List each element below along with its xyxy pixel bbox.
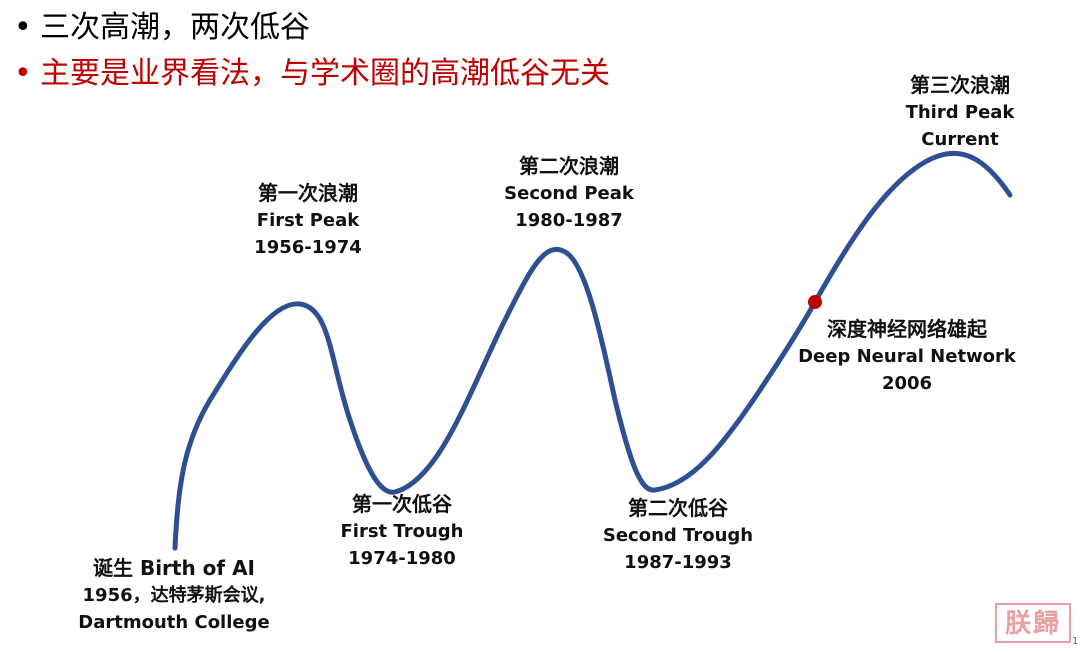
label-third-peak-zh: 第三次浪潮 <box>910 73 1010 97</box>
label-first-trough-zh: 第一次低谷 <box>352 492 452 516</box>
label-dnn-zh: 深度神经网络雄起 <box>827 317 987 341</box>
label-first-peak: 第一次浪潮 First Peak 1956-1974 <box>254 180 362 261</box>
bullet-line-1: • 三次高潮，两次低谷 <box>14 10 310 46</box>
label-second-peak-period: 1980-1987 <box>515 210 623 231</box>
label-dnn-period: 2006 <box>881 373 933 394</box>
label-third-peak: 第三次浪潮 Third Peak Current <box>906 72 1015 153</box>
label-birth: 诞生 Birth of AI 1956，达特茅斯会议, Dartmouth Co… <box>78 555 269 636</box>
label-second-trough: 第二次低谷 Second Trough 1987-1993 <box>603 495 753 576</box>
label-second-peak-en: Second Peak <box>504 183 634 204</box>
label-second-peak: 第二次浪潮 Second Peak 1980-1987 <box>504 153 634 234</box>
label-first-trough: 第一次低谷 First Trough 1974-1980 <box>341 491 464 572</box>
label-second-trough-zh: 第二次低谷 <box>627 496 728 520</box>
label-first-peak-zh: 第一次浪潮 <box>257 181 358 205</box>
label-second-trough-en: Second Trough <box>602 525 754 546</box>
label-birth-college: Dartmouth College <box>78 612 270 633</box>
label-dnn-en: Deep Neural Network <box>798 346 1016 367</box>
label-first-trough-en: First Trough <box>340 521 464 542</box>
label-third-peak-period: Current <box>921 129 999 150</box>
label-deep-neural-network: 深度神经网络雄起 Deep Neural Network 2006 <box>798 316 1016 397</box>
deep-neural-network-marker <box>808 295 822 309</box>
watermark-stamp: 朕歸 <box>995 603 1071 643</box>
label-third-peak-en: Third Peak <box>905 102 1015 123</box>
label-second-peak-zh: 第二次浪潮 <box>518 154 619 178</box>
bullet-dot: • <box>14 10 32 45</box>
label-first-peak-period: 1956-1974 <box>254 237 362 258</box>
bullet-text: 三次高潮，两次低谷 <box>40 10 310 45</box>
label-second-trough-period: 1987-1993 <box>624 552 732 573</box>
label-birth-event: 1956，达特茅斯会议, <box>82 585 266 606</box>
page-number: 1 <box>1072 636 1079 647</box>
bullet-dot: • <box>14 56 32 91</box>
label-first-trough-period: 1974-1980 <box>348 548 456 569</box>
bullet-line-2: • 主要是业界看法，与学术圈的高潮低谷无关 <box>14 56 610 92</box>
bullet-text: 主要是业界看法，与学术圈的高潮低谷无关 <box>40 56 610 91</box>
label-first-peak-en: First Peak <box>256 210 360 231</box>
label-birth-title: 诞生 Birth of AI <box>92 556 256 580</box>
